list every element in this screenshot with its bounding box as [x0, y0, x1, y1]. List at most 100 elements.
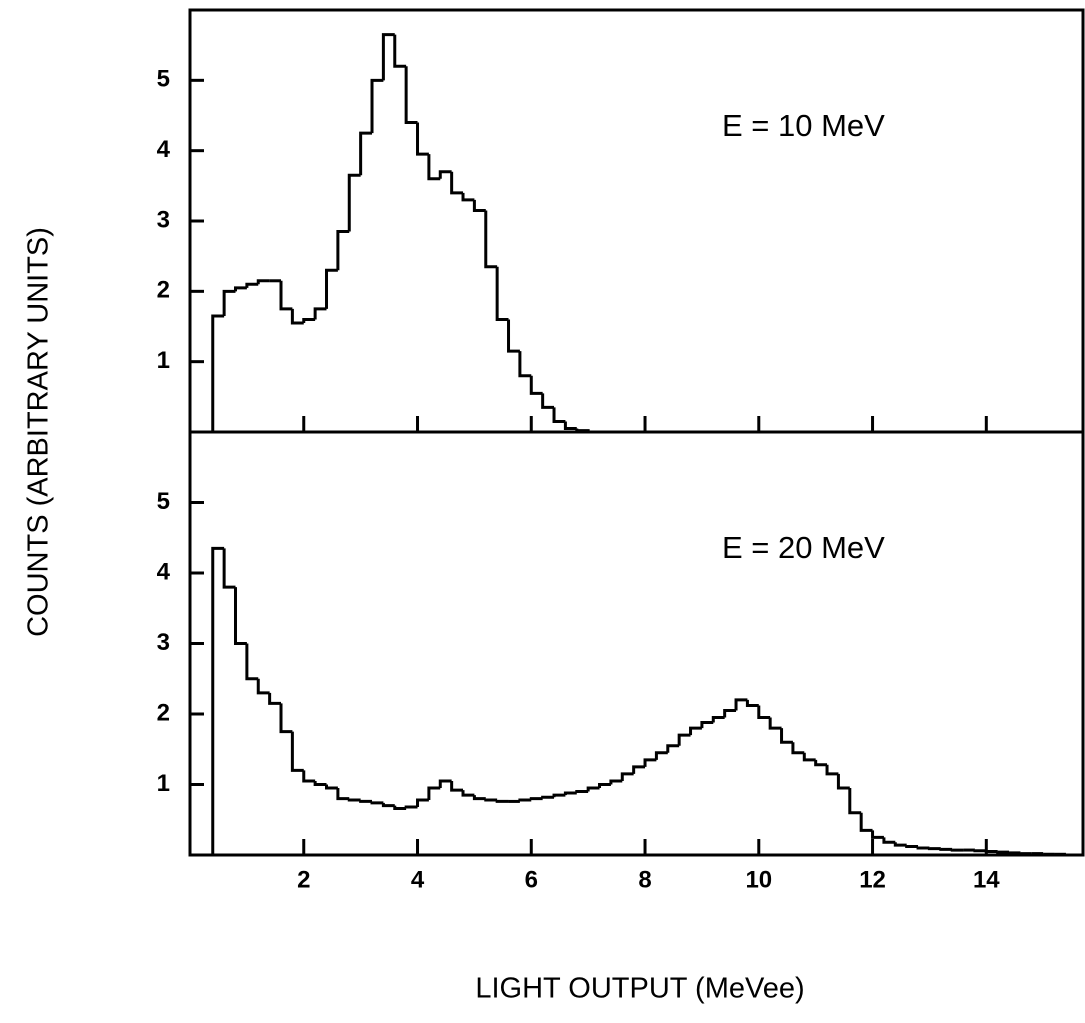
histogram-bin	[529, 797, 543, 801]
histogram-bin	[632, 765, 646, 774]
histogram-bin	[495, 266, 509, 321]
histogram-bin	[791, 742, 805, 755]
histogram-bin	[916, 846, 930, 850]
x-tick-label: 4	[411, 866, 425, 893]
histogram-bin	[211, 314, 225, 432]
histogram-bin	[290, 308, 304, 325]
histogram-bin	[563, 791, 577, 796]
histogram-bin	[313, 307, 327, 320]
histogram-bin	[495, 799, 509, 803]
histogram-bin	[700, 720, 714, 729]
histogram-bin	[450, 171, 464, 195]
histogram-bin	[211, 546, 225, 855]
histogram-bin	[780, 728, 793, 744]
x-tick-label: 10	[745, 866, 772, 893]
annotation: E = 20 MeV	[722, 530, 885, 565]
x-tick-label: 2	[297, 866, 310, 893]
histogram-bin	[461, 192, 475, 202]
histogram-bin	[859, 812, 873, 832]
histogram-bin	[347, 798, 361, 802]
histogram-bin	[552, 407, 566, 423]
histogram-bin	[586, 786, 600, 792]
histogram-bin	[404, 66, 418, 125]
histogram-bin	[484, 210, 498, 269]
histogram-bin	[848, 788, 862, 815]
histogram-bin	[359, 131, 373, 176]
histogram-bin	[802, 752, 816, 762]
histogram-bin	[609, 779, 623, 785]
histogram-bin	[450, 780, 464, 792]
histogram-bin	[757, 705, 771, 720]
histogram-bin	[438, 170, 452, 179]
histogram-bin	[552, 793, 566, 798]
histogram-bin	[1064, 853, 1078, 857]
histogram-bin	[620, 772, 634, 781]
histogram-bin	[290, 731, 304, 772]
histogram-bin	[905, 845, 919, 849]
histogram-bin	[1041, 852, 1055, 856]
histogram-bin	[222, 289, 236, 316]
histogram-bin	[745, 699, 759, 708]
y-tick-label: 5	[157, 488, 170, 515]
histogram-bin	[256, 279, 270, 285]
histogram-bin	[666, 744, 680, 753]
y-tick-label: 2	[157, 277, 170, 304]
y-tick-label: 3	[157, 206, 170, 233]
y-tick-label: 1	[157, 770, 170, 797]
y-tick-label: 5	[157, 66, 170, 93]
histogram-bin	[1018, 852, 1032, 856]
histogram-bin	[529, 375, 543, 395]
histogram-bin	[836, 773, 850, 790]
histogram-bin	[381, 33, 395, 81]
y-tick-label: 1	[157, 347, 170, 374]
histogram-bin	[882, 837, 896, 844]
histogram-bin	[507, 319, 520, 353]
histogram-bin	[222, 548, 236, 589]
histogram-bin	[996, 850, 1010, 854]
histogram-bin	[234, 286, 247, 292]
histogram-bin	[575, 790, 589, 794]
histogram-bin	[893, 842, 907, 847]
histogram-bin	[438, 779, 452, 789]
histogram-bin	[245, 643, 259, 681]
histogram-bin	[325, 268, 338, 309]
histogram-bin	[973, 849, 987, 853]
histogram-bin	[302, 317, 316, 323]
histogram-bin	[234, 587, 247, 645]
histogram-bin	[541, 795, 555, 799]
histogram-bin	[245, 282, 259, 288]
histogram-bin	[950, 848, 964, 852]
histogram-bin	[677, 733, 691, 746]
x-axis-label: LIGHT OUTPUT (MeVee)	[475, 973, 804, 1005]
histogram-bin	[927, 847, 941, 851]
histogram-bin	[325, 784, 338, 790]
plot-frame	[188, 8, 1085, 434]
histogram-bin	[302, 770, 316, 783]
histogram-bin	[484, 798, 498, 802]
histogram-bin	[370, 801, 384, 805]
histogram-bin	[984, 849, 998, 853]
x-tick-label: 8	[638, 866, 651, 893]
histogram-bin	[381, 802, 395, 808]
histogram-bin	[643, 758, 657, 767]
histogram-bin	[711, 716, 725, 723]
histogram-bin	[939, 847, 953, 851]
y-tick-label: 4	[157, 136, 171, 163]
histogram-bin	[461, 790, 475, 797]
histogram-bin	[347, 173, 361, 232]
histogram-bin	[723, 708, 737, 718]
histogram-bin	[518, 798, 532, 802]
x-tick-label: 6	[525, 866, 538, 893]
histogram-bin	[313, 780, 327, 786]
histogram-bin	[472, 199, 486, 212]
y-tick-label: 4	[157, 558, 171, 585]
histogram-bin	[598, 783, 611, 789]
histogram-bin	[404, 805, 418, 809]
histogram-bin	[825, 764, 839, 776]
y-tick-label: 3	[157, 629, 170, 656]
histogram-bin	[563, 421, 577, 430]
histogram-bin	[393, 805, 407, 810]
histogram-bin	[814, 759, 828, 767]
histogram-bin	[336, 788, 350, 801]
